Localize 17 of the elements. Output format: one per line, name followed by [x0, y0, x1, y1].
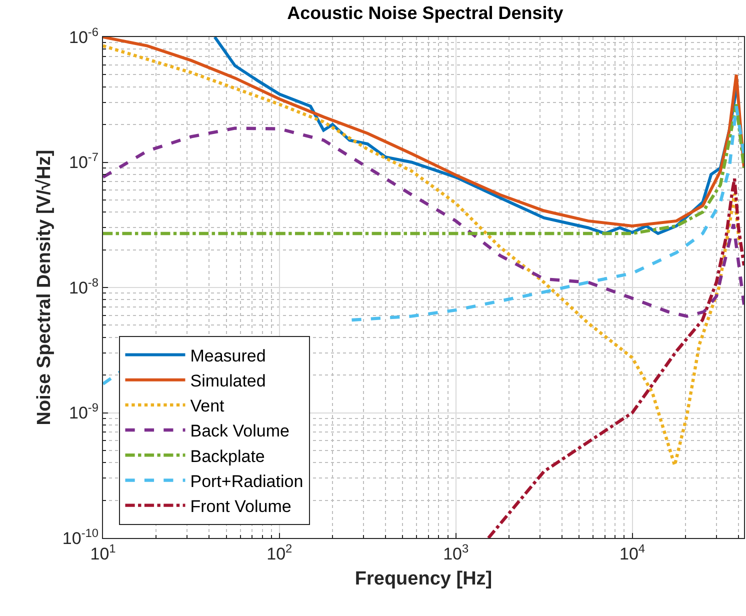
x-tick-label: 10$^{3}$: [443, 541, 469, 564]
x-tick-label: 10$^{2}$: [266, 541, 293, 564]
legend-label: Back Volume: [190, 422, 290, 441]
legend-label: Front Volume: [190, 496, 292, 516]
legend-label: Simulated: [190, 371, 266, 390]
y-tick-label: 10$^{-9}$: [69, 400, 99, 423]
legend-label: Backplate: [190, 446, 265, 466]
chart-title: Acoustic Noise Spectral Density: [287, 2, 564, 23]
y-tick-label: 10$^{-6}$: [69, 24, 99, 47]
y-tick-label: 10$^{-8}$: [69, 275, 99, 298]
x-tick-label: 10$^{4}$: [619, 541, 646, 564]
legend-label: Vent: [190, 396, 225, 416]
legend-label: Measured: [190, 346, 266, 366]
y-tick-label: 10$^{-7}$: [69, 150, 99, 172]
legend-label: Port+Radiation: [190, 472, 304, 491]
x-axis-title: Frequency [Hz]: [354, 568, 492, 590]
y-axis-title: Noise Spectral Density [V/√Hz]: [34, 150, 56, 426]
